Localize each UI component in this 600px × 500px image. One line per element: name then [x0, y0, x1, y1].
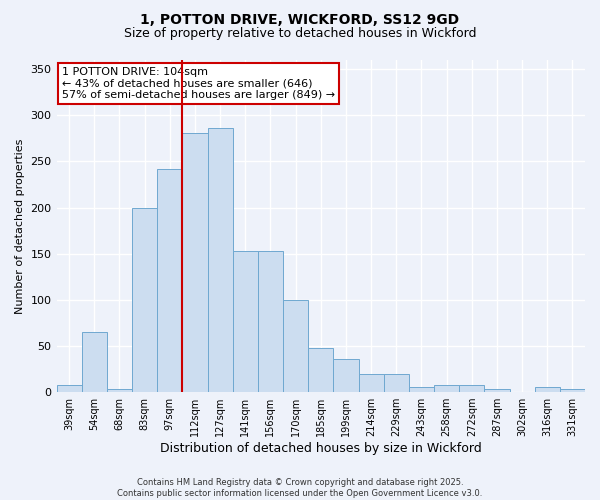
X-axis label: Distribution of detached houses by size in Wickford: Distribution of detached houses by size …	[160, 442, 482, 455]
Bar	[157, 169, 182, 392]
Bar	[334, 359, 359, 392]
Text: 1 POTTON DRIVE: 104sqm
← 43% of detached houses are smaller (646)
57% of semi-de: 1 POTTON DRIVE: 104sqm ← 43% of detached…	[62, 66, 335, 100]
Bar	[409, 388, 434, 392]
Y-axis label: Number of detached properties: Number of detached properties	[15, 138, 25, 314]
Text: 1, POTTON DRIVE, WICKFORD, SS12 9GD: 1, POTTON DRIVE, WICKFORD, SS12 9GD	[140, 12, 460, 26]
Bar	[283, 300, 308, 392]
Bar	[56, 384, 82, 392]
Bar	[359, 374, 383, 392]
Bar	[308, 348, 334, 392]
Bar	[208, 128, 233, 392]
Bar	[383, 374, 409, 392]
Text: Size of property relative to detached houses in Wickford: Size of property relative to detached ho…	[124, 28, 476, 40]
Bar	[182, 133, 208, 392]
Bar	[233, 251, 258, 392]
Bar	[82, 332, 107, 392]
Bar	[560, 390, 585, 392]
Bar	[132, 208, 157, 392]
Bar	[434, 384, 459, 392]
Bar	[535, 388, 560, 392]
Bar	[459, 384, 484, 392]
Bar	[484, 390, 509, 392]
Bar	[107, 390, 132, 392]
Bar	[258, 251, 283, 392]
Text: Contains HM Land Registry data © Crown copyright and database right 2025.
Contai: Contains HM Land Registry data © Crown c…	[118, 478, 482, 498]
